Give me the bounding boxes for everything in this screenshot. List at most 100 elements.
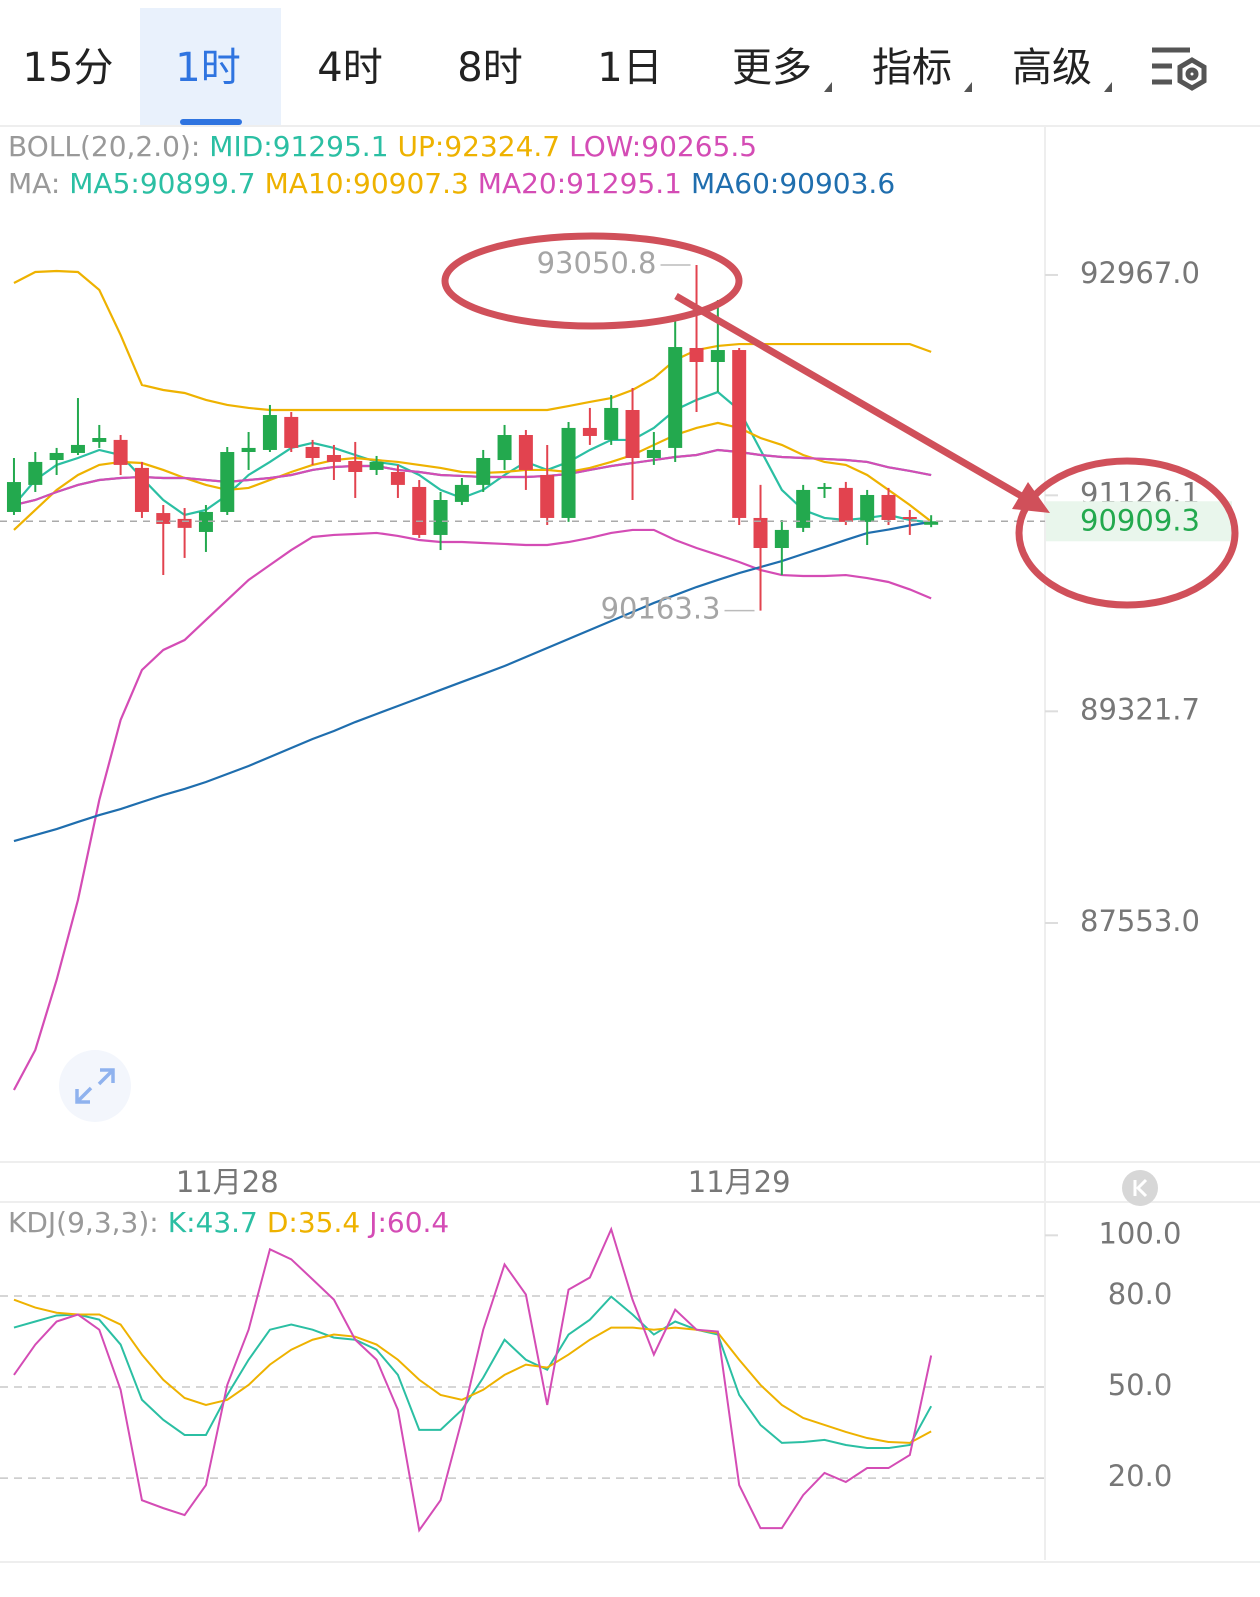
collapse-button[interactable]: [1122, 1170, 1158, 1206]
tab[interactable]: 指标: [872, 45, 952, 91]
candle-body: [177, 518, 192, 528]
indicator-line: [13, 421, 932, 531]
candle-body: [241, 447, 256, 453]
candle-body: [902, 517, 917, 520]
legend-value: 91295.1: [273, 130, 389, 163]
candle-body: [70, 444, 85, 453]
settings-icon[interactable]: [1152, 47, 1207, 91]
legend: BOLL(20,2.0): MID:91295.1 UP:92324.7 LOW:90…: [8, 130, 757, 163]
legend: MA: MA5:90899.7 MA10:90907.3 MA20:91295.1 MA…: [8, 167, 895, 200]
candle-body: [305, 446, 320, 458]
last-price-label: 90909.3: [1080, 503, 1200, 537]
legend-name: MA5:: [69, 167, 140, 200]
candle-body: [284, 416, 299, 448]
legend: KDJ(9,3,3): K:43.7 D:35.4 J:60.4: [8, 1206, 449, 1239]
arrow-head: [1012, 482, 1050, 513]
active-tab-underline: [180, 119, 242, 125]
candle-body: [710, 350, 725, 362]
y-tick-label: 92967.0: [1080, 256, 1200, 290]
icon-gear: [1177, 57, 1207, 91]
indicator-line: [13, 1298, 932, 1444]
highlight-circle: [441, 232, 743, 330]
indicator-line: [13, 269, 932, 412]
legend-value: 90903.6: [779, 167, 895, 200]
indicator-line: [13, 520, 932, 843]
active-tab-bg: [140, 8, 281, 125]
candle-body: [518, 435, 533, 470]
tab[interactable]: 高级: [1012, 45, 1092, 91]
collapse-glyph: [1133, 1178, 1148, 1198]
legend-label: BOLL(20,2.0):: [8, 130, 200, 163]
candle-body: [561, 427, 576, 518]
expand-button[interactable]: [59, 1050, 131, 1122]
candle-body: [92, 438, 107, 442]
candle-body: [860, 494, 875, 522]
legend-name: UP:: [398, 130, 445, 163]
y-tick-label: 89321.7: [1080, 692, 1200, 726]
candle-body: [369, 461, 384, 470]
tab[interactable]: 8时: [457, 45, 522, 91]
icon-gear-hole: [1185, 67, 1199, 81]
candle-body: [156, 513, 171, 524]
candle-body: [582, 427, 597, 436]
candle-body: [412, 486, 427, 535]
legend-name: MA60:: [691, 167, 779, 200]
legend-name: MA20:: [478, 167, 566, 200]
candle-body: [326, 454, 341, 462]
legend-name: K:: [168, 1206, 196, 1239]
legend-value: 90265.5: [641, 130, 757, 163]
candle-body: [924, 521, 939, 525]
y-tick-label: 20.0: [1108, 1459, 1173, 1493]
tab[interactable]: 更多: [732, 45, 812, 91]
indicator-line: [13, 448, 932, 507]
candle-body: [49, 452, 64, 461]
dropdown-mark: [824, 82, 832, 92]
y-tick-label: 100.0: [1098, 1216, 1181, 1250]
candle-body: [668, 347, 683, 448]
legend-name: D:: [267, 1206, 298, 1239]
candle-body: [625, 409, 640, 458]
y-tick-label: 80.0: [1108, 1277, 1173, 1311]
candle-body: [817, 486, 832, 489]
tab[interactable]: 1日: [597, 45, 662, 91]
candle-body: [774, 529, 789, 549]
candle-body: [262, 415, 277, 450]
candle-body: [796, 489, 811, 528]
tab[interactable]: 1时: [175, 45, 240, 91]
legend-value: 90907.3: [353, 167, 469, 200]
legend-value: 91295.1: [566, 167, 682, 200]
candle-body: [497, 435, 512, 461]
expand-bg: [59, 1050, 131, 1122]
candle-body: [113, 439, 128, 465]
indicator-line: [13, 1226, 933, 1533]
legend-value: 92324.7: [444, 130, 560, 163]
candle-body: [838, 487, 853, 522]
tab[interactable]: 4时: [317, 45, 382, 91]
candle-body: [540, 474, 555, 518]
dropdown-mark: [1104, 82, 1112, 92]
extreme-label: 90163.3: [601, 592, 721, 626]
candle-body: [390, 471, 405, 485]
candle-body: [753, 517, 768, 549]
highlight-arrow: [674, 292, 1032, 505]
candle-body: [348, 460, 363, 472]
candle-body: [881, 494, 896, 520]
content: 15分 1时 4时 8时 1日 更多 指标 高级92967.091126.189321.787…: [0, 45, 1232, 1533]
extreme-label: 93050.8: [537, 246, 657, 280]
expand-glyph: [75, 1068, 115, 1104]
tab[interactable]: 15分: [23, 45, 114, 91]
legend-name: LOW:: [569, 130, 641, 163]
legend-value: 90899.7: [140, 167, 256, 200]
candle-body: [732, 350, 747, 518]
legend-value: 35.4: [298, 1206, 360, 1239]
highlight-circle: [1015, 457, 1239, 609]
legend-label: MA:: [8, 167, 60, 200]
candle-body: [6, 482, 21, 512]
dropdown-mark: [964, 82, 972, 92]
indicator-line: [13, 390, 932, 524]
indicator-line: [12, 528, 932, 1091]
x-tick-label: 11月28: [176, 1165, 279, 1199]
